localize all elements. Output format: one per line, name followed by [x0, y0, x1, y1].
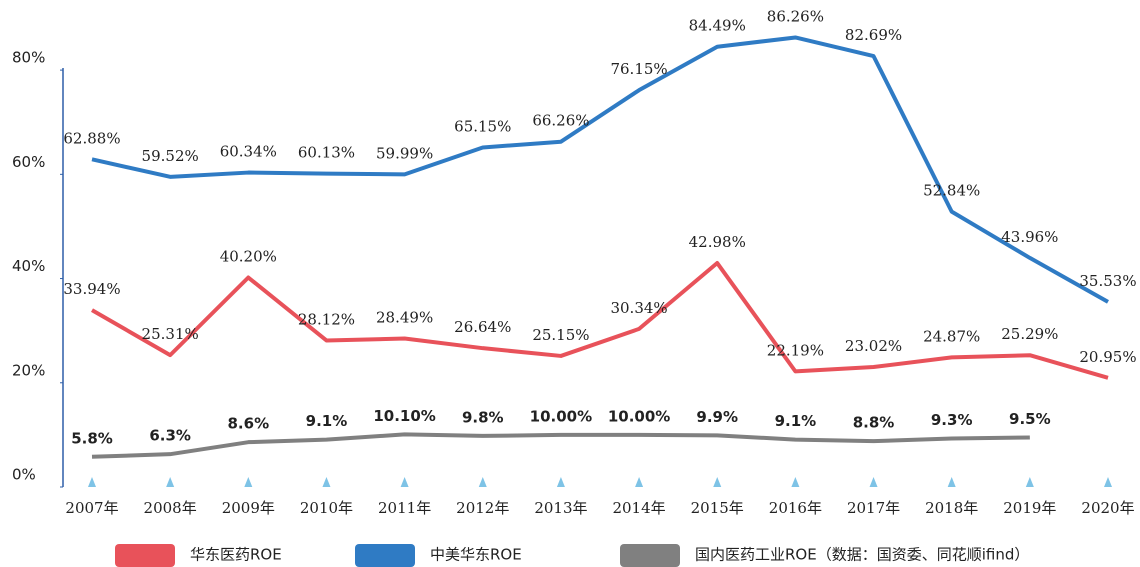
data-label: 23.02%: [845, 337, 902, 355]
x-tick-label: 2020年: [1081, 499, 1134, 517]
data-label: 59.99%: [376, 144, 433, 162]
x-tick-label: 2019年: [1003, 499, 1056, 517]
legend-label: 华东医药ROE: [190, 546, 282, 564]
y-tick-label: 0%: [12, 466, 36, 484]
data-label: 59.52%: [142, 147, 199, 165]
data-label: 25.15%: [532, 326, 589, 344]
x-tick-label: 2018年: [925, 499, 978, 517]
x-marker: [791, 477, 800, 487]
x-tick-label: 2007年: [65, 499, 118, 517]
x-marker: [1104, 477, 1112, 487]
data-label: 84.49%: [689, 17, 746, 35]
data-label: 86.26%: [767, 7, 824, 25]
data-label: 26.64%: [454, 318, 511, 336]
x-tick-label: 2013年: [534, 499, 587, 517]
data-label: 42.98%: [689, 233, 746, 251]
x-tick-label: 2009年: [222, 499, 275, 517]
series-line: [91, 261, 1109, 380]
data-label: 30.34%: [610, 299, 667, 317]
legend-swatch: [355, 544, 415, 567]
data-label: 82.69%: [845, 26, 902, 44]
data-label: 9.1%: [775, 412, 817, 430]
y-tick-label: 80%: [12, 49, 45, 67]
data-label: 9.3%: [931, 411, 973, 429]
y-tick-label: 40%: [12, 257, 45, 275]
legend-label: 中美华东ROE: [430, 546, 522, 564]
x-tick-label: 2017年: [847, 499, 900, 517]
data-label: 62.88%: [63, 129, 120, 147]
data-label: 9.8%: [462, 408, 504, 426]
x-marker: [869, 477, 878, 487]
data-label: 65.15%: [454, 117, 511, 135]
data-label: 60.34%: [220, 143, 277, 161]
data-label: 8.8%: [853, 414, 895, 432]
data-label: 24.87%: [923, 327, 980, 345]
data-label: 5.8%: [71, 429, 113, 447]
data-label: 40.20%: [220, 248, 277, 266]
data-label: 28.12%: [298, 310, 355, 328]
x-tick-label: 2011年: [378, 499, 431, 517]
series-line: [91, 35, 1109, 304]
x-marker: [400, 477, 409, 487]
data-label: 66.26%: [532, 112, 589, 130]
data-label: 22.19%: [767, 341, 824, 359]
x-tick-label: 2010年: [300, 499, 353, 517]
x-tick-label: 2012年: [456, 499, 509, 517]
data-label: 52.84%: [923, 182, 980, 200]
data-label: 43.96%: [1001, 228, 1058, 246]
data-label: 9.5%: [1009, 410, 1051, 428]
x-marker: [166, 477, 175, 487]
x-marker: [556, 477, 565, 487]
x-marker: [1025, 477, 1034, 487]
x-marker: [244, 477, 253, 487]
series-line: [91, 432, 1030, 459]
data-label: 10.00%: [608, 407, 670, 425]
x-marker: [88, 477, 96, 487]
legend-label: 国内医药工业ROE（数据：国资委、同花顺ifind）: [695, 546, 1029, 564]
x-marker: [635, 477, 644, 487]
x-marker: [713, 477, 722, 487]
data-label: 33.94%: [63, 280, 120, 298]
x-marker: [322, 477, 331, 487]
y-tick-label: 20%: [12, 361, 45, 379]
data-label: 8.6%: [228, 415, 270, 433]
x-marker: [947, 477, 956, 487]
y-tick-label: 60%: [12, 153, 45, 171]
legend-swatch: [115, 544, 175, 567]
data-label: 76.15%: [610, 60, 667, 78]
data-label: 10.00%: [530, 407, 592, 425]
data-label: 9.9%: [696, 408, 738, 426]
x-marker: [478, 477, 487, 487]
data-label: 6.3%: [149, 427, 191, 445]
x-tick-label: 2015年: [691, 499, 744, 517]
data-label: 9.1%: [306, 412, 348, 430]
x-tick-label: 2008年: [144, 499, 197, 517]
data-label: 25.29%: [1001, 325, 1058, 343]
data-label: 10.10%: [373, 407, 435, 425]
data-label: 28.49%: [376, 309, 433, 327]
data-label: 35.53%: [1079, 272, 1136, 290]
data-label: 25.31%: [142, 325, 199, 343]
data-label: 20.95%: [1079, 348, 1136, 366]
legend-swatch: [620, 544, 680, 567]
x-tick-label: 2014年: [612, 499, 665, 517]
x-tick-label: 2016年: [769, 499, 822, 517]
data-label: 60.13%: [298, 144, 355, 162]
